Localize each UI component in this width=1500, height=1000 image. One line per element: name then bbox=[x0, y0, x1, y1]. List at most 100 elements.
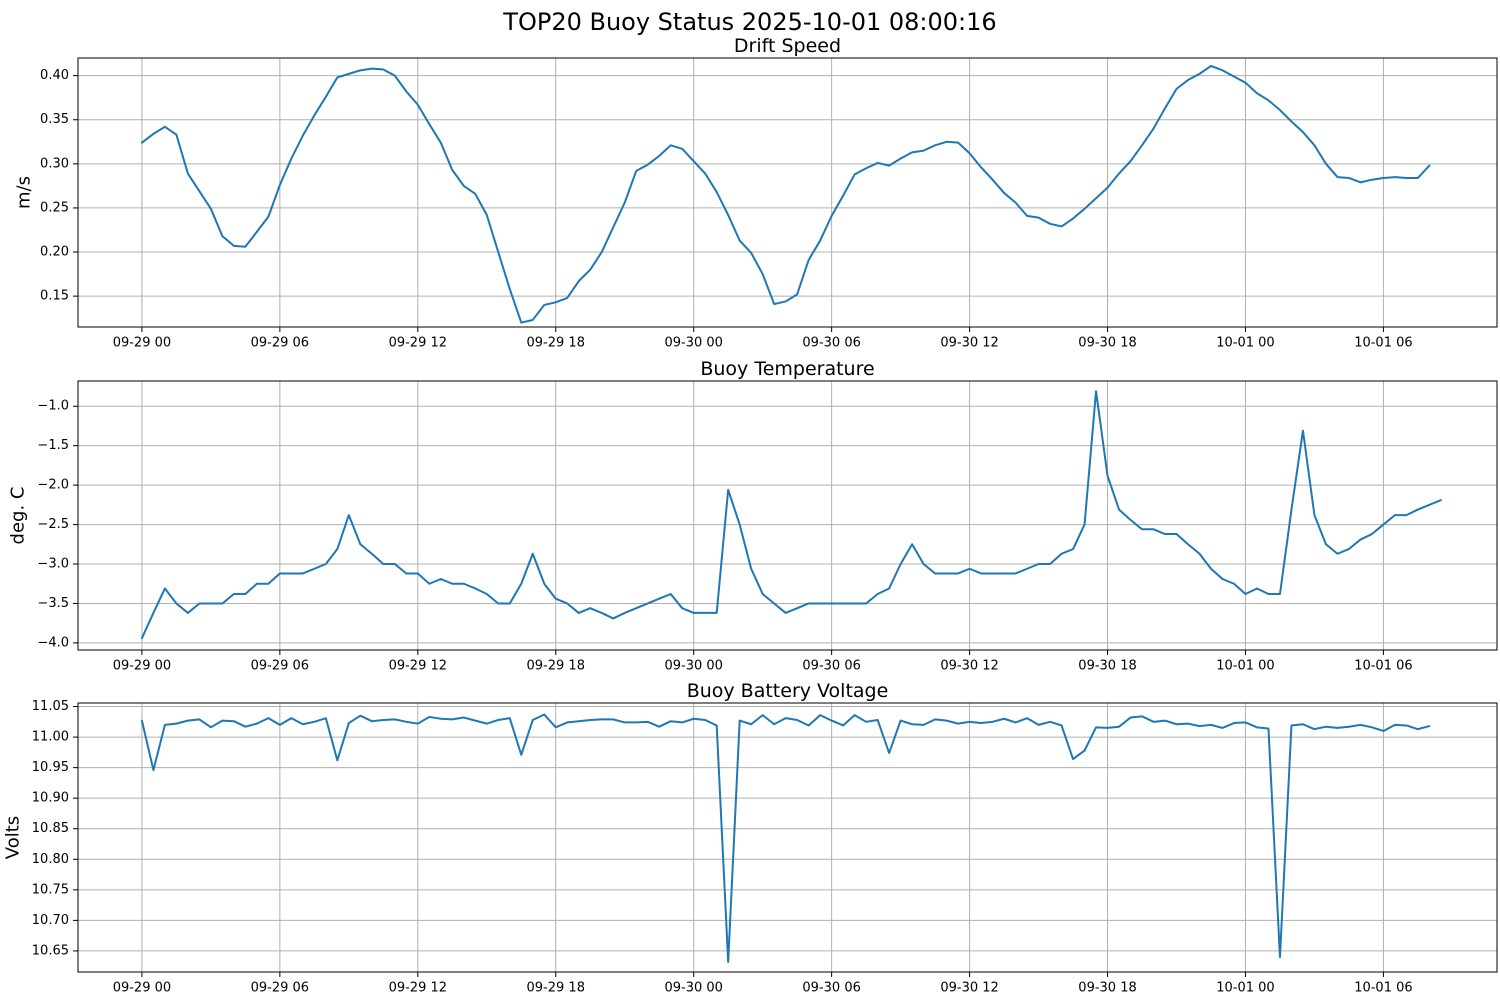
data-point bbox=[176, 134, 178, 136]
x-tick-label: 09-30 06 bbox=[802, 659, 860, 674]
data-point bbox=[739, 240, 741, 242]
data-point bbox=[1084, 524, 1086, 526]
data-point bbox=[256, 231, 258, 233]
data-point bbox=[819, 714, 821, 716]
data-point bbox=[681, 607, 683, 609]
data-point bbox=[1038, 563, 1040, 565]
data-point bbox=[520, 583, 522, 585]
data-point bbox=[141, 637, 143, 639]
data-point bbox=[670, 720, 672, 722]
data-point bbox=[543, 583, 545, 585]
data-point bbox=[1003, 573, 1005, 575]
data-point bbox=[819, 240, 821, 242]
data-point bbox=[555, 302, 557, 304]
data-point bbox=[1015, 202, 1017, 204]
data-point bbox=[842, 603, 844, 605]
data-point bbox=[1314, 514, 1316, 516]
y-tick-label: 0.35 bbox=[40, 112, 69, 127]
y-tick-label: 10.80 bbox=[32, 852, 69, 867]
data-point bbox=[750, 723, 752, 725]
x-tick-label: 09-30 00 bbox=[664, 981, 722, 996]
data-point bbox=[486, 214, 488, 216]
data-point bbox=[888, 588, 890, 590]
data-point bbox=[302, 135, 304, 137]
data-point bbox=[1061, 226, 1063, 228]
y-tick-label: 10.90 bbox=[32, 791, 69, 806]
data-point bbox=[1383, 730, 1385, 732]
data-point bbox=[486, 593, 488, 595]
y-tick-label: 0.20 bbox=[40, 245, 69, 260]
chart-panel-2: Buoy Temperature deg. C 09-29 00 09-29 06 09… bbox=[8, 358, 1498, 674]
data-point bbox=[762, 714, 764, 716]
data-point bbox=[1302, 723, 1304, 725]
x-tick-label: 09-30 06 bbox=[802, 981, 860, 996]
data-point bbox=[1256, 727, 1258, 729]
data-point bbox=[727, 489, 729, 491]
data-point bbox=[532, 553, 534, 555]
data-point bbox=[1153, 128, 1155, 130]
data-point bbox=[647, 603, 649, 605]
x-tick-label: 09-30 06 bbox=[802, 336, 860, 351]
data-point bbox=[900, 720, 902, 722]
data-point bbox=[509, 603, 511, 605]
data-point bbox=[1026, 215, 1028, 217]
data-point bbox=[371, 720, 373, 722]
data-point bbox=[1371, 727, 1373, 729]
data-point bbox=[337, 548, 339, 550]
data-point bbox=[1038, 217, 1040, 219]
data-point bbox=[1245, 722, 1247, 724]
data-point bbox=[1256, 588, 1258, 590]
data-point bbox=[704, 173, 706, 175]
y-tick-label: 0.30 bbox=[40, 156, 69, 171]
data-point bbox=[589, 269, 591, 271]
data-point bbox=[1199, 725, 1201, 727]
data-point bbox=[1279, 956, 1281, 958]
data-point bbox=[980, 167, 982, 169]
data-point bbox=[946, 720, 948, 722]
data-point bbox=[463, 717, 465, 719]
data-point bbox=[164, 724, 166, 726]
data-point bbox=[601, 719, 603, 721]
data-point bbox=[1394, 176, 1396, 178]
data-point bbox=[923, 150, 925, 152]
x-tick-label: 10-01 00 bbox=[1216, 336, 1274, 351]
series-line bbox=[140, 390, 1442, 640]
x-tick-label: 10-01 06 bbox=[1354, 659, 1412, 674]
data-point bbox=[141, 142, 143, 144]
data-point bbox=[164, 588, 166, 590]
data-point bbox=[314, 568, 316, 570]
y-tick-label: 0.25 bbox=[40, 200, 69, 215]
data-point bbox=[153, 133, 155, 135]
data-point bbox=[670, 145, 672, 147]
data-point bbox=[888, 165, 890, 167]
data-point bbox=[1417, 509, 1419, 511]
data-point bbox=[210, 727, 212, 729]
data-point bbox=[1222, 578, 1224, 580]
data-point bbox=[1095, 197, 1097, 199]
data-point bbox=[1406, 514, 1408, 516]
data-point bbox=[1406, 177, 1408, 179]
data-point bbox=[957, 573, 959, 575]
data-point bbox=[1291, 121, 1293, 123]
data-point bbox=[773, 723, 775, 725]
data-point bbox=[1199, 553, 1201, 555]
data-point bbox=[474, 193, 476, 195]
data-point bbox=[1417, 177, 1419, 179]
data-point bbox=[176, 603, 178, 605]
data-point bbox=[877, 719, 879, 721]
data-point bbox=[187, 612, 189, 614]
data-point bbox=[1072, 758, 1074, 760]
data-point bbox=[1107, 727, 1109, 729]
data-point bbox=[785, 301, 787, 303]
data-point bbox=[291, 717, 293, 719]
data-point bbox=[854, 603, 856, 605]
data-point bbox=[1279, 593, 1281, 595]
data-point bbox=[1429, 725, 1431, 727]
data-point bbox=[406, 573, 408, 575]
data-point bbox=[842, 725, 844, 727]
data-point bbox=[831, 603, 833, 605]
x-tick-label: 09-30 18 bbox=[1078, 981, 1136, 996]
data-point bbox=[1233, 583, 1235, 585]
